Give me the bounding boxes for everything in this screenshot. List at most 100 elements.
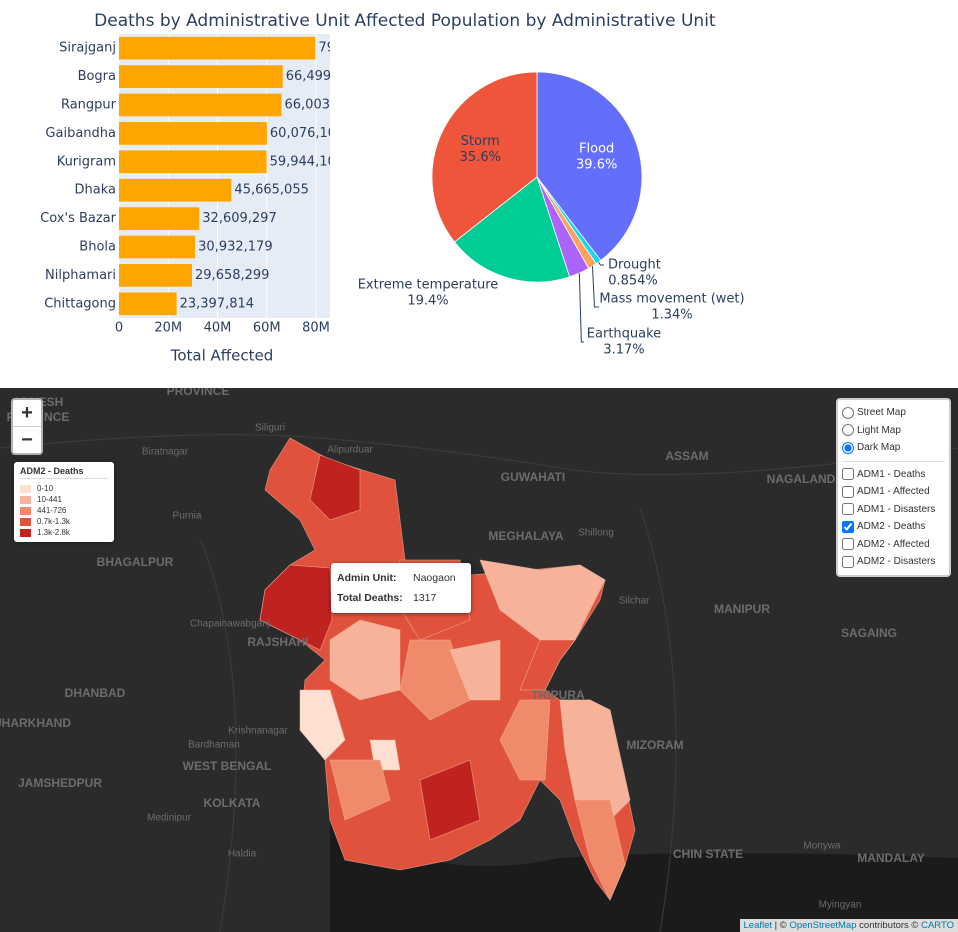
place-label: Alipurduar <box>327 445 373 456</box>
leader-line <box>598 261 604 266</box>
attribution-text: | © <box>772 920 790 931</box>
place-label: Chapainawabganj <box>190 619 270 630</box>
leader-line <box>578 273 584 343</box>
slice-label: Drought <box>608 258 661 273</box>
adm2-region <box>574 799 626 901</box>
place-label: MIZORAM <box>626 738 683 752</box>
tooltip-value: Naogaon <box>413 572 456 584</box>
tooltip-key: Total Deaths: <box>337 592 403 604</box>
bar <box>119 207 200 230</box>
map-tiles: ADHESHPROVINCEPROVINCESiliguriAlipurduar… <box>0 388 958 932</box>
layer-option[interactable]: ADM1 - Disasters <box>840 501 947 519</box>
layer-checkbox[interactable] <box>842 520 854 533</box>
layer-checkbox[interactable] <box>842 485 854 498</box>
map-legend: ADM2 - Deaths 0-10 10-441 441-726 0.7k-1.3k… <box>14 462 114 542</box>
layer-label: Dark Map <box>857 442 901 454</box>
adm2-region <box>419 759 481 841</box>
place-label: NAGALAND <box>767 472 836 486</box>
value-label: 29,658,299 <box>195 268 269 283</box>
place-label: PROVINCE <box>167 388 230 398</box>
place-label: Monywa <box>803 841 841 852</box>
layer-label: Street Map <box>857 407 906 419</box>
x-tick-label: 40M <box>204 321 232 336</box>
place-label: MANDALAY <box>857 851 925 865</box>
layer-option[interactable]: ADM2 - Affected <box>840 536 947 554</box>
x-tick-label: 80M <box>302 321 330 336</box>
layer-option[interactable]: Dark Map <box>840 439 947 457</box>
layer-checkbox[interactable] <box>842 538 854 551</box>
y-tick-label: Gaibandha <box>45 126 116 141</box>
layer-option[interactable]: ADM2 - Disasters <box>840 553 947 571</box>
legend-swatch <box>20 517 31 526</box>
slice-label: Earthquake <box>587 327 661 342</box>
value-label: 23,397,814 <box>180 296 254 311</box>
layer-checkbox[interactable] <box>842 503 854 516</box>
legend-swatch <box>20 484 31 493</box>
map[interactable]: ADHESHPROVINCEPROVINCESiliguriAlipurduar… <box>0 388 958 932</box>
value-label: 45,665,055 <box>234 183 308 198</box>
layer-option[interactable]: ADM1 - Affected <box>840 483 947 501</box>
adm2-region <box>299 689 346 761</box>
bay-of-bengal <box>330 808 958 932</box>
slice-value: 19.4% <box>407 294 448 309</box>
bar <box>119 65 283 88</box>
attribution-link[interactable]: Leaflet <box>743 920 773 931</box>
layer-option[interactable]: ADM1 - Deaths <box>840 466 947 484</box>
value-label: 66,499,000 <box>286 69 360 84</box>
layer-checkbox[interactable] <box>842 468 854 481</box>
legend-label: 0.7k-1.3k <box>37 517 70 526</box>
value-label: 30,932,179 <box>198 240 272 255</box>
place-label: Silchar <box>619 596 650 607</box>
layer-radio[interactable] <box>842 441 854 454</box>
layer-radio[interactable] <box>842 424 854 437</box>
adm2-region <box>559 699 631 831</box>
layer-checkbox[interactable] <box>842 555 854 568</box>
y-tick-label: Bhola <box>79 240 116 255</box>
attribution-link[interactable]: OpenStreetMap <box>789 920 857 931</box>
place-label: BHAGALPUR <box>97 555 174 569</box>
zoom-in[interactable]: + <box>13 400 41 427</box>
layer-option[interactable]: Street Map <box>840 404 947 422</box>
place-label: Siliguri <box>255 423 285 434</box>
y-tick-label: Dhaka <box>75 183 116 198</box>
attribution-link[interactable]: CARTO <box>921 920 954 931</box>
adm2-region <box>259 564 333 651</box>
place-label: Purnia <box>173 511 202 522</box>
layer-option[interactable]: Light Map <box>840 422 947 440</box>
y-tick-label: Cox's Bazar <box>40 211 116 226</box>
layer-radio[interactable] <box>842 406 854 419</box>
place-label: Myingyan <box>819 900 862 911</box>
place-label: Krishnanagar <box>228 726 288 737</box>
pie-slice <box>453 176 571 283</box>
slice-value: 3.17% <box>603 343 644 358</box>
legend-item: 10-441 <box>20 494 108 505</box>
bar <box>119 178 232 202</box>
adm2-region <box>499 699 551 781</box>
slice-label: Mass movement (wet) <box>599 292 744 307</box>
y-tick-label: Nilphamari <box>45 268 116 283</box>
attribution: Leaflet | © OpenStreetMap contributors ©… <box>739 919 958 932</box>
place-label: WEST BENGAL <box>183 759 272 773</box>
bar <box>119 150 267 174</box>
place-label: Medinipur <box>147 813 192 824</box>
place-label: SAGAING <box>841 626 897 640</box>
adm2-region <box>309 454 361 521</box>
bar <box>119 292 177 316</box>
bar-title: Deaths by Administrative Unit <box>94 11 350 31</box>
legend-title: ADM2 - Deaths <box>20 466 108 479</box>
layer-label: Light Map <box>857 424 901 436</box>
place-label: Shillong <box>578 528 614 539</box>
place-label: KOLKATA <box>204 796 261 810</box>
layer-option[interactable]: ADM2 - Deaths <box>840 518 947 536</box>
place-label: Haldia <box>228 849 257 860</box>
value-label: 32,609,297 <box>202 211 276 226</box>
x-tick-label: 20M <box>154 321 182 336</box>
tooltip-key: Admin Unit: <box>337 572 397 584</box>
adm2-region <box>449 639 501 701</box>
legend-item: 1.3k-2.8k <box>20 527 108 538</box>
zoom-out[interactable]: − <box>21 429 33 451</box>
country-boundaries <box>0 434 958 932</box>
place-label: ASSAM <box>665 449 708 463</box>
x-axis-title: Total Affected <box>170 347 274 365</box>
